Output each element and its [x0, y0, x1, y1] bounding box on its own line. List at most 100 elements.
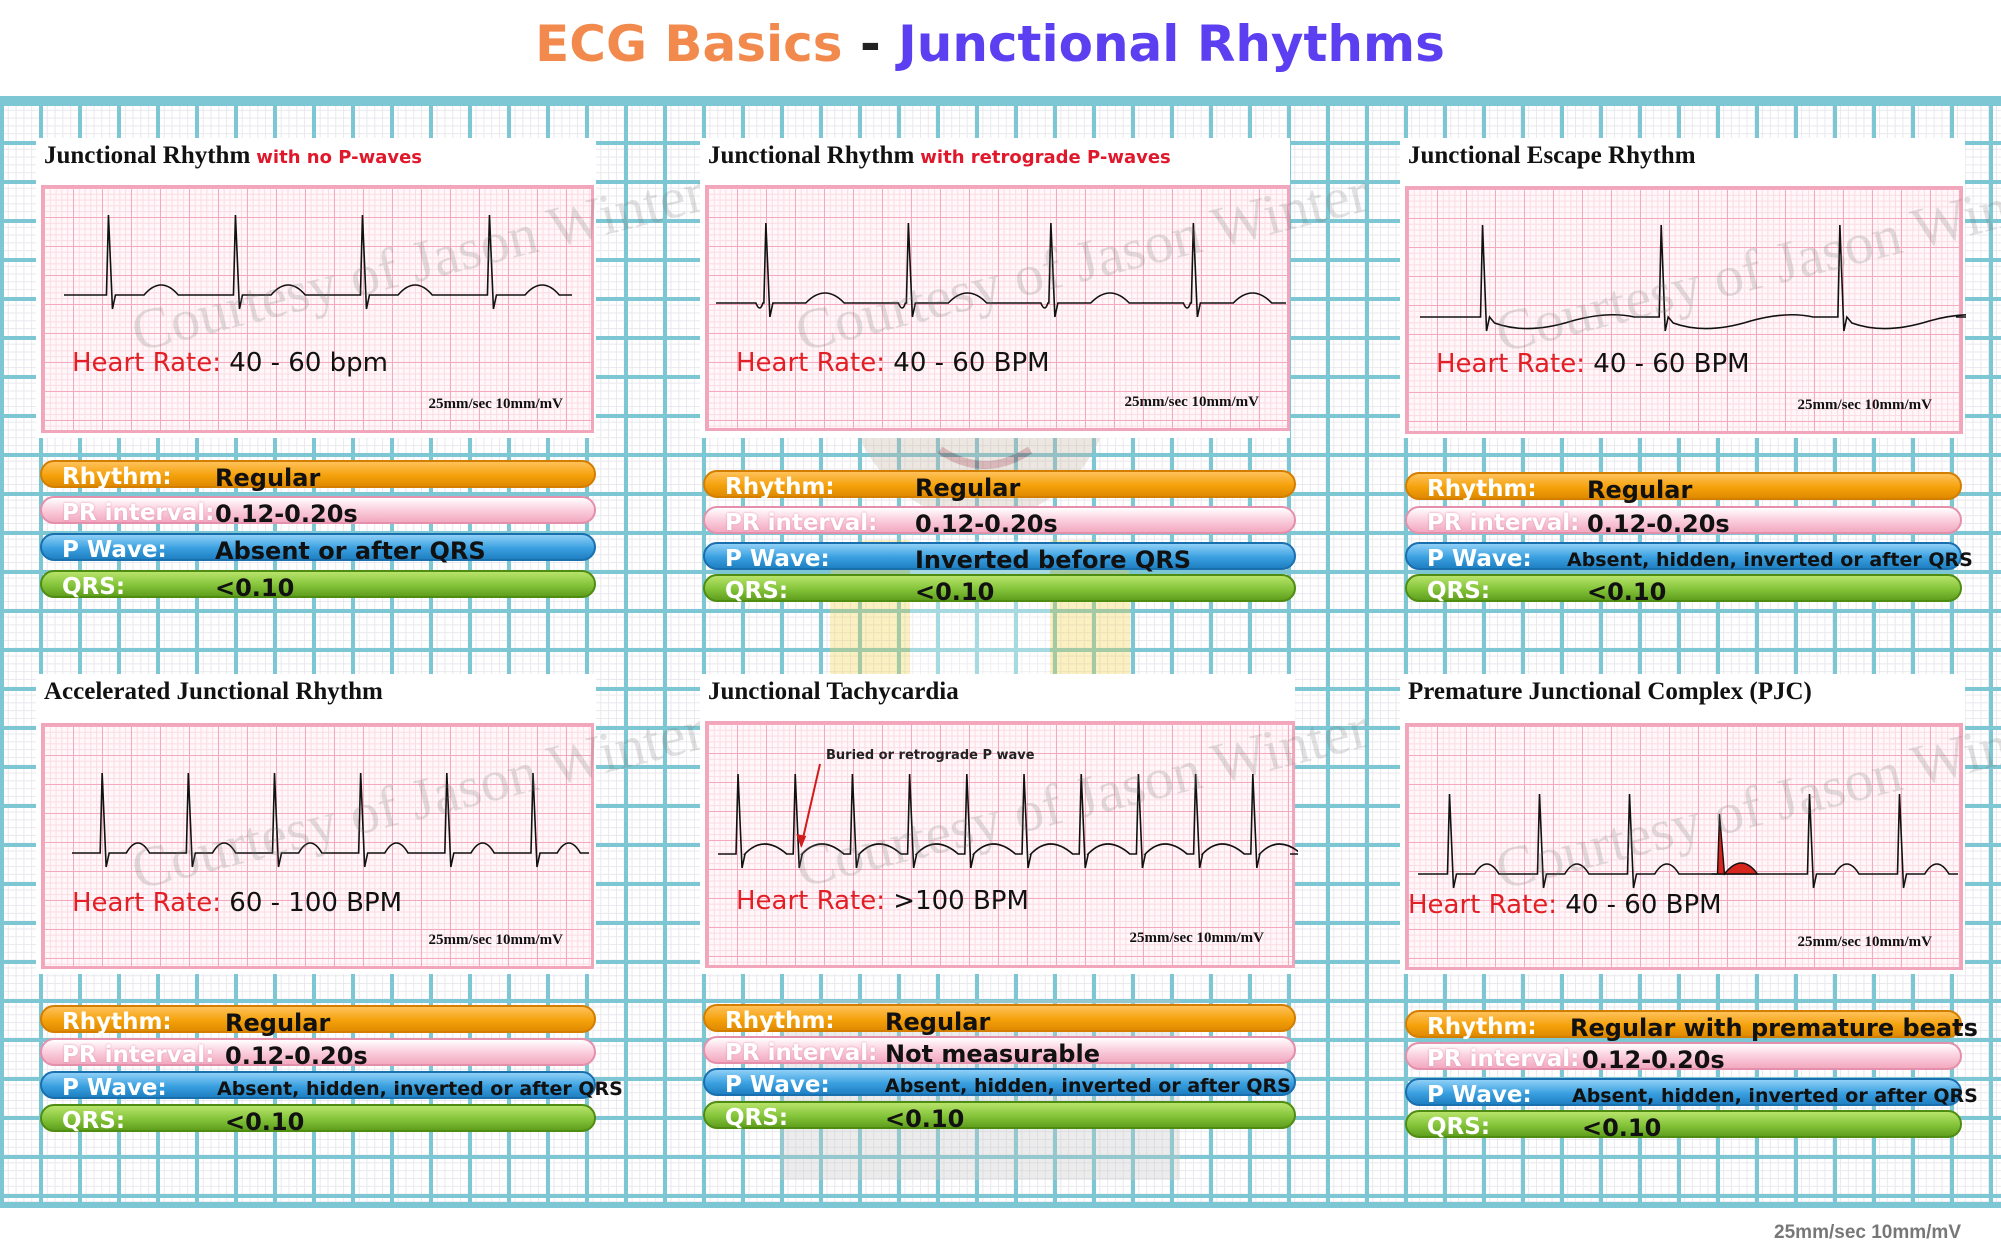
qrs-key: QRS: — [62, 574, 126, 600]
pr-value: 0.12-0.20s — [1582, 1046, 1725, 1074]
qrs-key: QRS: — [1427, 1114, 1491, 1140]
pr-value: Not measurable — [885, 1040, 1100, 1068]
speed-label: 25mm/sec 10mm/mV — [428, 396, 563, 412]
rhythm-value: Regular with premature beats — [1570, 1014, 1978, 1042]
pr-key: PR interval: — [62, 500, 215, 526]
p-wave-pill: P Wave: Absent, hidden, inverted or after… — [1405, 542, 1973, 572]
pwave-value: Absent, hidden, inverted or after QRS — [217, 1078, 623, 1100]
ecg-trace — [716, 222, 1286, 318]
p-wave-pill: P Wave: Inverted before QRS — [703, 542, 1296, 574]
qrs-value: <0.10 — [215, 574, 295, 602]
qrs-value: <0.10 — [885, 1105, 965, 1133]
page-title: ECG Basics - Junctional Rhythms — [0, 12, 1980, 76]
pr-key: PR interval: — [62, 1042, 215, 1068]
p-wave-pill: P Wave: Absent, hidden, inverted or after… — [703, 1068, 1296, 1098]
annotation-arrowhead — [796, 834, 807, 848]
title-junctional-rhythms: Junctional Rhythms — [898, 15, 1445, 73]
p-wave-pill: P Wave: Absent, hidden, inverted or after… — [1405, 1078, 1978, 1108]
buried-p-wave-annotation: Buried or retrograde P wave — [826, 748, 1035, 763]
pwave-key: P Wave: — [62, 537, 167, 563]
pwave-key: P Wave: — [62, 1075, 167, 1101]
ecg-waveform — [1418, 793, 1958, 889]
ecg-waveform — [716, 222, 1286, 318]
ecg-trace — [1418, 793, 1958, 889]
heart-rate-label: Heart Rate: 40 - 60 bpm — [72, 348, 388, 378]
qrs-value: <0.10 — [915, 578, 995, 606]
pr-interval-pill: PR interval: 0.12-0.20s — [703, 506, 1296, 538]
ecg-waveform — [718, 773, 1298, 869]
rhythm-key: Rhythm: — [1427, 476, 1537, 502]
qrs-key: QRS: — [725, 578, 789, 604]
panel-title: Junctional Tachycardia — [708, 678, 965, 706]
panel-junctional-retrograde-p: Junctional Rhythm with retrograde P-waves… — [700, 138, 1375, 438]
heart-rate-key: Heart Rate: — [1436, 349, 1586, 379]
heart-rate-key: Heart Rate: — [72, 348, 222, 378]
qrs-key: QRS: — [1427, 578, 1491, 604]
rhythm-pill: Rhythm: Regular — [703, 470, 1296, 502]
pwave-key: P Wave: — [1427, 1082, 1532, 1108]
p-wave-pill: P Wave: Absent, hidden, inverted or after… — [40, 1071, 623, 1101]
speed-label: 25mm/sec 10mm/mV — [1129, 930, 1264, 946]
ecg-trace — [64, 214, 572, 310]
panel-subtitle: with no P-waves — [256, 147, 423, 168]
ecg-strip: Courtesy of Jason Winter Buried or retro… — [705, 695, 1375, 968]
rhythm-pill: Rhythm: Regular with premature beats — [1405, 1010, 1978, 1042]
pr-interval-pill: PR interval: 0.12-0.20s — [40, 496, 596, 528]
pwave-key: P Wave: — [1427, 546, 1532, 572]
heart-rate-label: Heart Rate: 60 - 100 BPM — [72, 888, 402, 918]
rhythm-value: Regular — [225, 1009, 331, 1037]
ecg-strip: Courtesy of Jason Winter Heart Rate: 40 … — [705, 159, 1375, 431]
panel-junctional-escape: Junctional Escape Rhythm Courtesy of Jas… — [1400, 138, 2001, 438]
rhythm-pill: Rhythm: Regular — [40, 1005, 596, 1037]
ecg-strip: Courtesy of Jason Winter Heart Rate: 40 … — [1405, 697, 2001, 970]
panel-title: Junctional Escape Rhythm — [1408, 142, 1702, 170]
rhythm-value: Regular — [915, 474, 1021, 502]
rhythm-key: Rhythm: — [62, 1009, 172, 1035]
pr-value: 0.12-0.20s — [215, 500, 358, 528]
ecg-strip: Courtesy of Jason Winter Heart Rate: 60 … — [41, 697, 711, 969]
heart-rate-value: 40 - 60 BPM — [1593, 349, 1750, 379]
panel-subtitle: with retrograde P-waves — [920, 147, 1171, 168]
premature-junctional-beat — [1711, 813, 1759, 876]
pwave-value: Absent, hidden, inverted or after QRS — [1572, 1085, 1978, 1107]
rhythm-value: Regular — [885, 1008, 991, 1036]
heart-rate-value: 40 - 60 BPM — [1565, 890, 1722, 920]
rhythm-key: Rhythm: — [62, 464, 172, 490]
rhythm-value: Regular — [1587, 476, 1693, 504]
ecg-trace — [718, 763, 1298, 869]
panel-accelerated-junctional: Accelerated Junctional Rhythm Courtesy o… — [36, 674, 711, 974]
pr-interval-pill: PR interval: Not measurable — [703, 1036, 1296, 1068]
heart-rate-label: Heart Rate: 40 - 60 BPM — [1408, 890, 1722, 920]
panel-pjc: Premature Junctional Complex (PJC) Court… — [1400, 674, 2001, 974]
panel-title-text: Junctional Rhythm — [708, 142, 915, 169]
panel-title-text: Junctional Escape Rhythm — [1408, 142, 1696, 169]
panel-title-text: Premature Junctional Complex (PJC) — [1408, 678, 1812, 705]
annotation-arrow — [800, 763, 821, 847]
pr-key: PR interval: — [725, 1040, 878, 1066]
pr-interval-pill: PR interval: 0.12-0.20s — [1405, 506, 1962, 538]
heart-rate-label: Heart Rate: 40 - 60 BPM — [1436, 349, 1750, 379]
pr-key: PR interval: — [1427, 510, 1580, 536]
rhythm-key: Rhythm: — [725, 1008, 835, 1034]
qrs-pill: QRS: <0.10 — [1405, 574, 1962, 606]
ecg-strip: Courtesy of Jason Winter Heart Rate: 40 … — [41, 159, 711, 433]
pwave-value: Absent, hidden, inverted or after QRS — [885, 1075, 1291, 1097]
heart-rate-key: Heart Rate: — [736, 348, 886, 378]
ecg-strip: Courtesy of Jason Winter Heart Rate: 40 … — [1405, 160, 2001, 434]
title-ecg-basics: ECG Basics — [535, 15, 843, 73]
ecg-waveform — [1420, 224, 1966, 332]
panel-title: Junctional Rhythm with no P-waves — [44, 142, 422, 170]
heart-rate-value: 60 - 100 BPM — [229, 888, 403, 918]
footer-speed-label: 25mm/sec 10mm/mV — [1774, 1222, 1961, 1243]
pr-value: 0.12-0.20s — [225, 1042, 368, 1070]
ecg-trace — [1420, 224, 1966, 332]
rhythm-key: Rhythm: — [725, 474, 835, 500]
heart-rate-value: 40 - 60 bpm — [229, 348, 388, 378]
qrs-pill: QRS: <0.10 — [1405, 1110, 1962, 1142]
qrs-pill: QRS: <0.10 — [40, 1104, 596, 1136]
panel-junctional-tachycardia: Junctional Tachycardia Courtesy of Jason… — [700, 674, 1375, 974]
rhythm-value: Regular — [215, 464, 321, 492]
p-wave-pill: P Wave: Absent or after QRS — [40, 533, 596, 565]
heart-rate-value: 40 - 60 BPM — [893, 348, 1050, 378]
qrs-value: <0.10 — [1587, 578, 1667, 606]
